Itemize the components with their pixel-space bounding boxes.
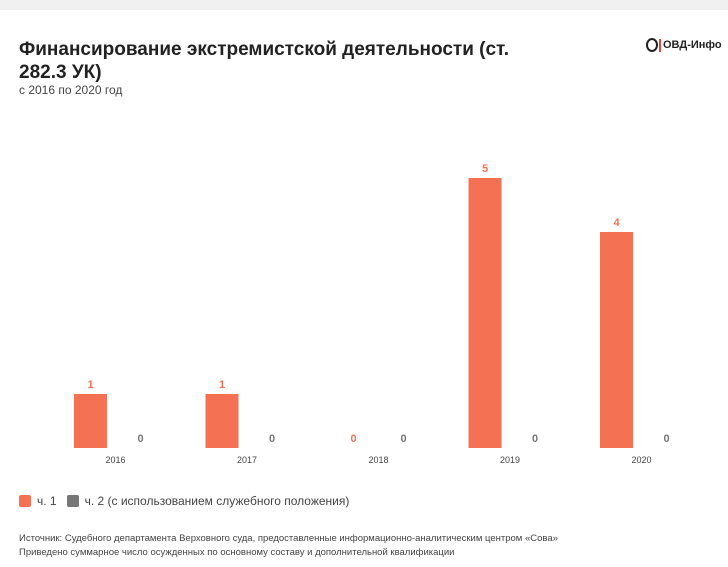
legend: ч. 1 ч. 2 (с использованием служебного п… (19, 494, 359, 508)
legend-label-part2: ч. 2 (с использованием служебного положе… (84, 494, 350, 508)
x-tick-label-2016: 2016 (105, 455, 125, 465)
data-label-2019-series1: 5 (482, 163, 488, 175)
legend-item-part2[interactable]: ч. 2 (с использованием служебного положе… (66, 494, 350, 508)
chart-subtitle: с 2016 по 2020 год (19, 83, 123, 97)
data-label-2017-series1: 1 (219, 379, 225, 391)
x-tick-label-2020: 2020 (631, 455, 651, 465)
logo-text: ОВД-Инфо (663, 39, 722, 51)
logo-bar-icon (659, 38, 661, 52)
bar-2019-series1 (468, 178, 502, 448)
x-tick-label-2018: 2018 (368, 455, 388, 465)
methodology-note: Приведено суммарное число осужденных по … (19, 547, 455, 558)
data-label-2020-series2: 0 (663, 433, 669, 445)
data-label-2018-series2: 0 (400, 433, 406, 445)
x-tick-label-2017: 2017 (237, 455, 257, 465)
chart-title: Финансирование экстремистской деятельнос… (19, 39, 509, 83)
top-bar (0, 0, 728, 10)
data-label-2018-series1: 0 (350, 433, 356, 445)
legend-swatch-part1 (19, 495, 31, 507)
source-text: Источник: Судебного департамента Верховн… (19, 533, 558, 544)
legend-swatch-part2 (66, 495, 79, 507)
bar-2020-series1 (600, 232, 633, 448)
ovd-info-logo: ОВД-Инфо (646, 37, 722, 53)
data-label-2017-series2: 0 (269, 433, 275, 445)
bar-2017-series1 (205, 394, 239, 448)
data-label-2020-series1: 4 (613, 217, 620, 229)
data-label-2016-series1: 1 (87, 379, 93, 391)
bar-2016-series1 (74, 394, 107, 448)
bar-chart: 1 0 2016 1 0 2017 0 0 2018 5 0 2019 4 0 2020 (74, 163, 670, 465)
logo-ring-icon (646, 38, 658, 52)
data-label-2016-series2: 0 (137, 433, 143, 445)
x-tick-label-2019: 2019 (500, 455, 520, 465)
data-label-2019-series2: 0 (532, 433, 538, 445)
legend-label-part1: ч. 1 (37, 494, 57, 508)
legend-item-part1[interactable]: ч. 1 (19, 494, 57, 508)
source-note: Источник: Судебного департамента Верховн… (19, 532, 558, 560)
